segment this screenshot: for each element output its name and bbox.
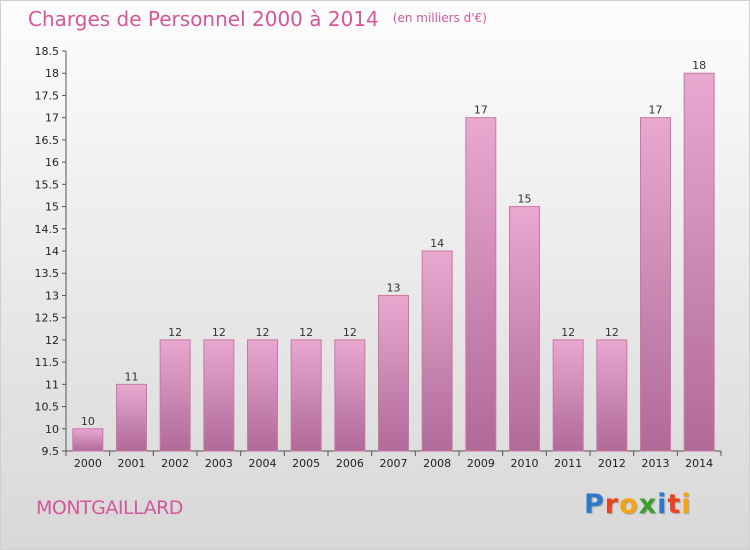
value-label-2006: 12 [343,326,357,339]
y-tick-label: 11.5 [35,356,60,369]
logo-letter: x [638,489,658,520]
value-label-2002: 12 [168,326,182,339]
y-tick-label: 16 [45,156,59,169]
x-tick-label-2012: 2012 [598,457,626,470]
x-tick-label-2011: 2011 [554,457,582,470]
bar-2005 [290,339,322,452]
bar-2012 [596,339,628,452]
bar-2001 [116,383,147,452]
commune-name: MONTGAILLARD [36,497,183,519]
x-tick-label-2000: 2000 [74,457,102,470]
bar-2009 [465,117,497,452]
y-tick-label: 16.5 [35,134,60,147]
logo-letter: t [667,489,682,520]
x-tick-label-2006: 2006 [336,457,364,470]
bar-2004 [247,339,278,452]
x-tick-label-2001: 2001 [118,457,146,470]
y-tick-label: 14.5 [35,223,60,236]
bar-2011 [552,339,584,452]
x-tick-label-2010: 2010 [511,457,539,470]
y-tick-label: 10.5 [35,401,60,414]
logo-letter: o [619,489,639,520]
logo-letter: i [657,489,668,520]
chart-title: Charges de Personnel 2000 à 2014 (en mill… [28,7,487,31]
logo-letter: r [604,489,620,520]
value-label-2009: 17 [474,104,488,117]
y-tick-label: 12 [45,334,59,347]
x-tick-label-2002: 2002 [161,457,189,470]
chart-subtitle: (en milliers d'€) [392,11,487,25]
x-tick-label-2009: 2009 [467,457,495,470]
value-label-2000: 10 [81,415,95,428]
bar-2010 [509,206,540,452]
y-tick-label: 15 [45,201,59,214]
bar-2000 [72,428,104,452]
chart-labels: 10 2000 11 2001 12 2002 12 2003 12 2004 12 2005 12 20… [74,59,713,470]
value-label-2001: 11 [125,370,139,383]
bar-2006 [334,339,366,452]
x-tick-label-2005: 2005 [292,457,320,470]
y-tick-label: 18.5 [35,45,60,58]
chart-title-text: Charges de Personnel 2000 à 2014 [28,7,379,31]
value-label-2014: 18 [692,59,706,72]
x-tick-label-2004: 2004 [249,457,277,470]
y-tick-label: 12.5 [35,312,60,325]
y-tick-label: 17 [45,112,59,125]
y-tick-label: 13 [45,289,59,302]
proxiti-logo[interactable]: Proxiti [584,489,692,520]
x-tick-label-2003: 2003 [205,457,233,470]
x-tick-label-2007: 2007 [380,457,408,470]
y-tick-label: 13.5 [35,267,60,280]
value-label-2004: 12 [256,326,270,339]
bar-2003 [203,339,235,452]
x-tick-label-2013: 2013 [642,457,670,470]
value-label-2003: 12 [212,326,226,339]
y-tick-label: 10 [45,423,59,436]
y-tick-label: 15.5 [35,178,60,191]
value-label-2007: 13 [387,281,401,294]
bar-2002 [159,339,191,452]
chart-axes: 9.5 10 10.5 11 11.5 12 12.5 13 13.5 14 14.5 15 15.5 1… [35,45,722,458]
value-label-2013: 17 [649,104,663,117]
chart-bars [72,72,715,452]
value-label-2012: 12 [605,326,619,339]
value-label-2005: 12 [299,326,313,339]
value-label-2008: 14 [430,237,444,250]
logo-letter: i [681,489,692,520]
y-tick-label: 17.5 [35,89,60,102]
value-label-2010: 15 [518,193,532,206]
bar-2007 [378,294,409,452]
x-tick-label-2014: 2014 [685,457,713,470]
y-tick-label: 18 [45,67,59,80]
y-tick-label: 14 [45,245,59,258]
bar-2014 [683,72,715,452]
logo-letter: P [584,489,605,520]
y-tick-label: 11 [45,378,59,391]
value-label-2011: 12 [561,326,575,339]
y-tick-label: 9.5 [42,445,60,458]
x-tick-label-2008: 2008 [423,457,451,470]
bar-2013 [640,117,671,452]
bar-2008 [421,250,453,452]
